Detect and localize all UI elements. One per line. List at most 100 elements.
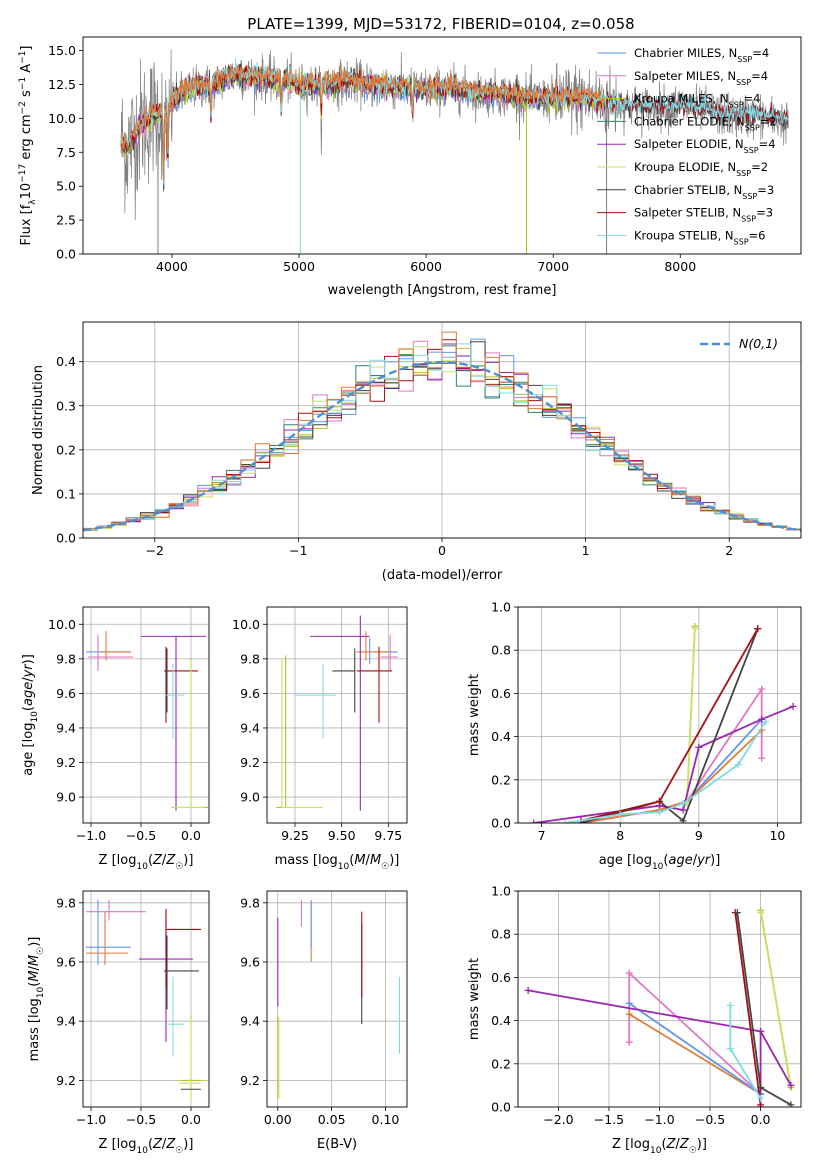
label-part: 10: [36, 986, 46, 998]
y-tick-label: 0.2: [491, 772, 511, 787]
label-part: 10: [136, 1146, 148, 1156]
axes-frame: [82, 36, 802, 255]
weight-marker: [616, 810, 624, 818]
label-part: 10: [650, 1146, 662, 1156]
legend-text: Kroupa ELODIE, N: [634, 160, 736, 174]
label-part: )]: [389, 853, 399, 868]
weight-marker: [787, 1101, 795, 1107]
y-tick-label: 0.4: [491, 729, 511, 744]
hist-orange: [83, 331, 801, 531]
legend-text: Chabrier STELIB, N: [634, 183, 742, 197]
weight-marker: [757, 1084, 765, 1092]
weight-marker: [561, 819, 569, 823]
label-part: 10: [30, 711, 40, 723]
chart-spectrum: 4000 5000 6000 7000 8000 0.0 2.5 5.0 7.5 10.0 12.5…: [18, 36, 802, 298]
y-tick-label: 9.0: [56, 790, 76, 805]
weight-line: [736, 912, 792, 1106]
y-tick-label: 1.0: [491, 884, 511, 899]
y-tick-label: 0.3: [56, 398, 76, 413]
label-part: M: [370, 853, 381, 868]
y-axis-label: mass weight: [467, 674, 482, 756]
y-tick-label: 12.5: [48, 77, 76, 92]
x-tick-label: 7: [538, 828, 546, 843]
figure-title: PLATE=1399, MJD=53172, FIBERID=0104, z=0…: [247, 15, 634, 33]
legend-value: =2: [751, 160, 768, 174]
axes-frame: [517, 606, 802, 824]
label-part: age: [668, 853, 692, 868]
label-part: /: [693, 853, 698, 868]
weight-marker: [656, 797, 663, 805]
y-tick-label: 0.1: [56, 486, 76, 501]
normal-curve: [83, 360, 801, 532]
weight-line: [565, 721, 767, 823]
x-tick-label: 0.00: [264, 1112, 292, 1127]
y-tick-label: 9.6: [56, 955, 76, 970]
y-tick-label: 9.8: [240, 895, 260, 910]
y-tick-label: 0.6: [491, 686, 511, 701]
x-axis-label: mass [log10(M/M☉)]: [275, 853, 400, 872]
label-part: )]: [183, 853, 193, 868]
x-tick-label: −1.5: [594, 1112, 624, 1127]
weight-marker: [754, 625, 762, 633]
label-part: (: [27, 982, 42, 987]
label-part: E(B-V): [317, 1137, 357, 1152]
residual-legend: N(0,1): [700, 336, 778, 351]
y-tick-label: 0.0: [56, 531, 76, 546]
chart-residuals: −2 −1 0 1 2 0.0 0.1 0.2 0.3 0.4 N(0,1) (data-model)…: [31, 321, 802, 583]
y-tick-label: 9.6: [240, 955, 260, 970]
label-part: age: [21, 682, 36, 706]
y-tick-label: 9.4: [56, 720, 76, 735]
weight-marker: [691, 625, 699, 633]
legend-value: =2: [760, 114, 777, 128]
x-axis-label: Z [log10(Z/Z☉)]: [99, 1137, 194, 1156]
label-part: Z: [165, 853, 176, 868]
weight-line: [628, 971, 762, 1095]
axes-frame: [82, 890, 210, 1108]
legend-text: Salpeter MILES, N: [634, 69, 736, 83]
weight-marker: [758, 715, 766, 723]
legend-value: =4: [751, 69, 768, 83]
legend-label: Kroupa ELODIE, NSSP=2: [634, 160, 768, 178]
label-part: mass [log: [275, 853, 338, 868]
weight-marker: [734, 761, 742, 769]
weight-marker: [530, 819, 538, 823]
weight-marker: [679, 817, 687, 823]
legend-text: Salpeter STELIB, N: [634, 206, 741, 220]
y-tick-label: 9.4: [240, 720, 260, 735]
label-part: /: [162, 853, 167, 868]
x-tick-label: 2: [725, 543, 733, 558]
label-part: s: [19, 90, 34, 101]
legend-sub: SSP: [729, 100, 744, 109]
legend-sub: SSP: [744, 146, 759, 155]
y-tick-label: 0.8: [491, 643, 511, 658]
axes-frame: [82, 606, 210, 824]
y-tick-label: 9.4: [240, 1014, 260, 1029]
weight-marker: [625, 1010, 633, 1018]
weight-marker: [679, 806, 687, 814]
x-tick-label: −1.0: [76, 828, 106, 843]
weight-marker: [757, 1027, 765, 1035]
label-part: (: [663, 853, 668, 868]
chart-age-vs-z: −1.0 −0.5 0.09.09.29.49.69.810.0Z [log10(Z…: [21, 606, 210, 872]
label-part: )]: [710, 853, 720, 868]
chart-age-vs-mass: 9.25 9.50 9.75 9.0 9.2 9.4 9.6 9.8 10.0 mass [log…: [232, 606, 408, 872]
panels: 4000 5000 6000 7000 80000.02.55.07.510.012.5…: [18, 36, 802, 1156]
weight-line: [533, 705, 794, 823]
axes-frame: [517, 890, 802, 1108]
label-part: M: [27, 955, 42, 966]
legend-label: N(0,1): [739, 336, 778, 351]
y-tick-label: 0.2: [56, 442, 76, 457]
label-part: 10: [19, 183, 34, 200]
x-axis-label: wavelength [Angstrom, rest frame]: [328, 283, 557, 298]
label-part: erg cm: [19, 114, 34, 163]
y-tick-label: 9.6: [240, 686, 260, 701]
label-part: )]: [697, 1137, 707, 1152]
x-tick-label: 1: [582, 543, 590, 558]
y-tick-label: 10.0: [232, 617, 260, 632]
weight-line: [734, 912, 762, 1105]
x-axis-label: Z [log10(Z/Z☉)]: [612, 1137, 707, 1156]
x-tick-label: 5000: [283, 259, 315, 274]
y-tick-label: 0.6: [491, 970, 511, 985]
weight-marker: [762, 717, 770, 725]
